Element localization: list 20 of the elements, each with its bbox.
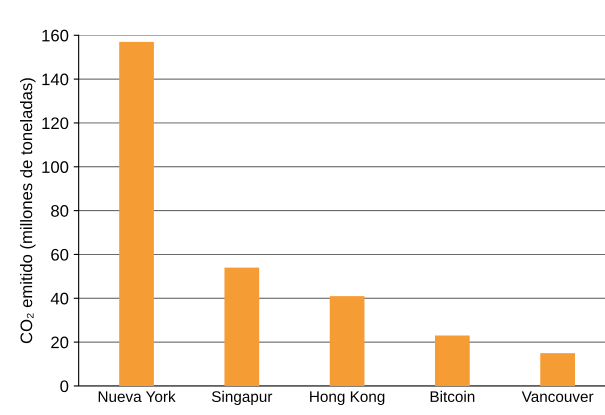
bar (434, 336, 470, 386)
y-tick-label: 20 (51, 336, 68, 348)
y-tick-label: 40 (50, 292, 68, 304)
bar (540, 353, 575, 386)
y-tick-label: 100 (42, 161, 68, 173)
bar (224, 268, 260, 386)
y-tick-label: 0 (60, 380, 68, 392)
y-tick-label: 160 (42, 30, 68, 42)
x-tick-label: Singapur (212, 390, 272, 406)
y-tick-label: 140 (42, 74, 68, 86)
bar (119, 42, 154, 386)
y-tick-label: 80 (51, 205, 68, 217)
x-tick-label: Vancouver (522, 391, 594, 402)
y-axis-title: CO₂ emitido (millones de toneladas) (20, 78, 36, 344)
y-tick-label: 120 (42, 117, 68, 130)
x-tick-label: Bitcoin (430, 390, 474, 402)
x-tick-label: Hong Kong (310, 391, 384, 406)
bar (330, 296, 364, 386)
y-tick-label: 60 (51, 248, 68, 261)
x-tick-label: Nueva York (98, 390, 176, 402)
